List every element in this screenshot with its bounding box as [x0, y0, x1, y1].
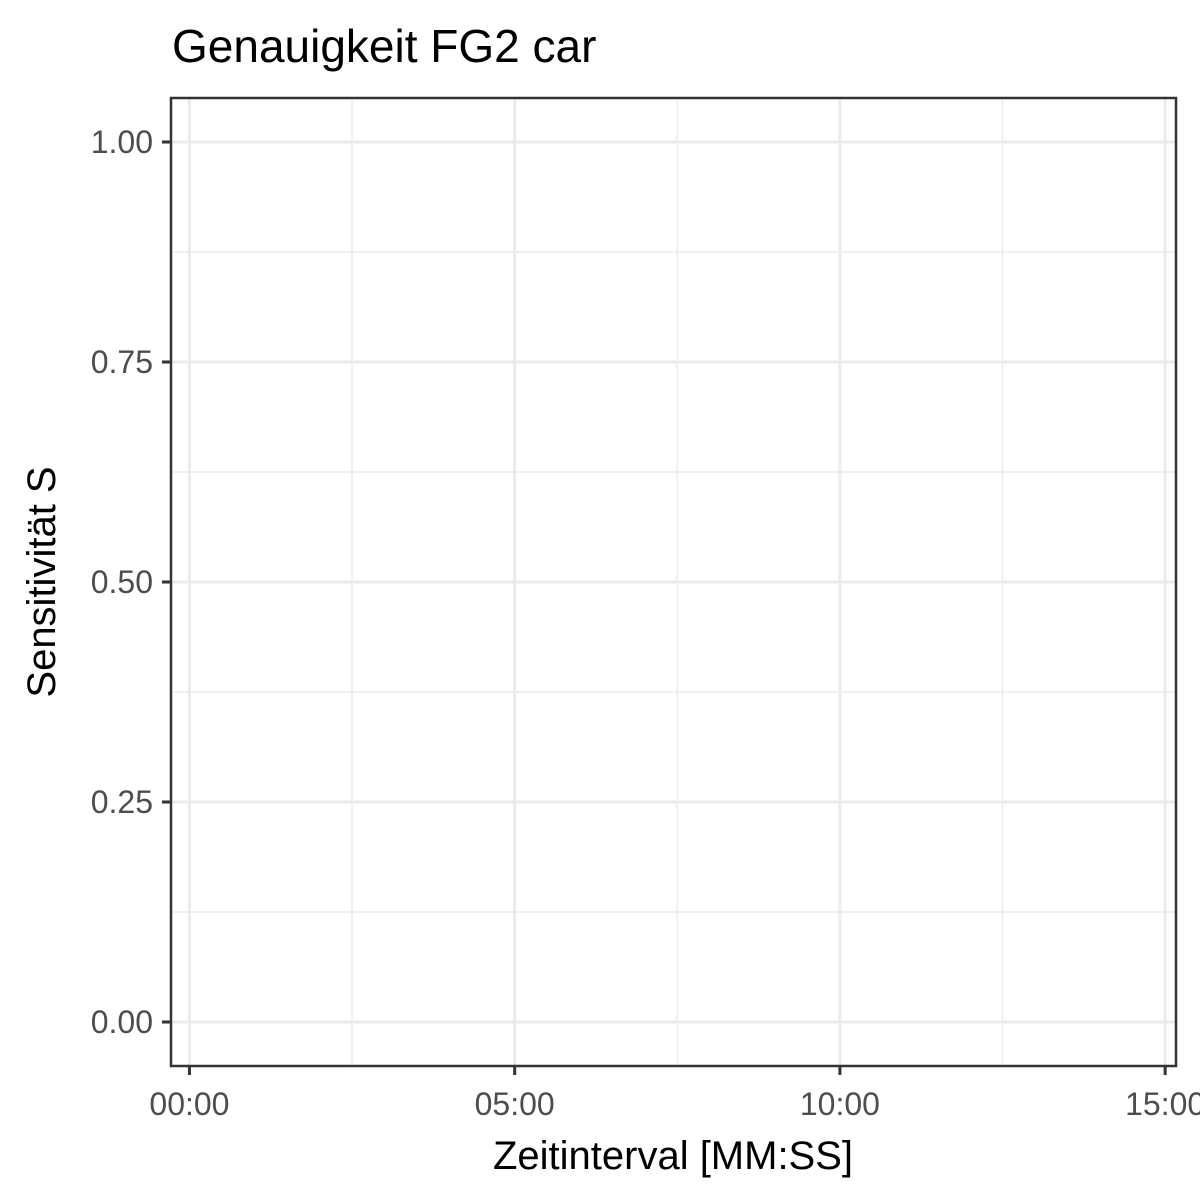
y-axis-title: Sensitivität S	[20, 466, 64, 697]
y-axis: 0.00 0.25 0.50 0.75 1.00	[91, 124, 171, 1040]
y-tick-label: 0.50	[91, 564, 153, 600]
y-tick-label: 0.00	[91, 1004, 153, 1040]
chart-title: Genauigkeit FG2 car	[172, 20, 596, 72]
x-axis-title: Zeitinterval [MM:SS]	[493, 1134, 853, 1178]
x-tick-label: 10:00	[800, 1086, 880, 1122]
x-tick-label: 15:00	[1125, 1086, 1200, 1122]
y-tick-label: 0.75	[91, 344, 153, 380]
x-tick-label: 00:00	[149, 1086, 229, 1122]
y-tick-label: 1.00	[91, 124, 153, 160]
grid-lines	[171, 98, 1176, 1066]
x-tick-label: 05:00	[475, 1086, 555, 1122]
plot-panel	[169, 96, 1178, 1068]
y-tick-label: 0.25	[91, 784, 153, 820]
x-axis: 00:00 05:00 10:00 15:00	[149, 1066, 1200, 1122]
